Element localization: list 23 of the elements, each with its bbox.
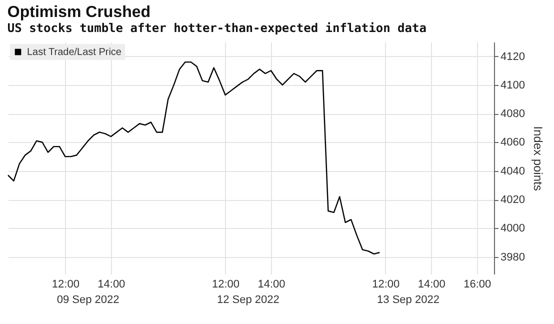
x-tick-label: 14:00 xyxy=(418,278,446,290)
y-tick-label: 4020 xyxy=(500,194,525,206)
text: 13 Sep 2022 xyxy=(377,294,440,306)
x-tick-label: 14:00 xyxy=(98,278,126,290)
y-tick-label: 4000 xyxy=(500,222,525,235)
y-tick-label: 4120 xyxy=(500,50,525,63)
y-tick-label: 3980 xyxy=(500,251,525,264)
x-tick-label: 12:00 xyxy=(372,278,400,290)
chart-title: Optimism Crushed xyxy=(7,4,151,21)
legend-label: Last Trade/Last Price xyxy=(27,47,122,58)
y-tick-label: 4060 xyxy=(500,136,525,149)
y-tick-label: 4040 xyxy=(500,165,525,178)
line-series xyxy=(7,61,380,255)
x-tick-label: 12:00 xyxy=(212,278,240,290)
text: 09 Sep 2022 xyxy=(56,294,120,306)
chart-subtitle: US stocks tumble after hotter-than-expected inflation data xyxy=(7,21,426,35)
y-axis-title: Index points xyxy=(530,126,545,191)
x-tick-label: 16:00 xyxy=(464,278,492,290)
y-tick-label: 4080 xyxy=(500,108,525,120)
text: 12 Sep 2022 xyxy=(216,294,280,306)
y-tick-label: 4100 xyxy=(500,79,525,92)
x-tick-label: 14:00 xyxy=(258,278,286,290)
x-tick-label: 12:00 xyxy=(52,278,80,290)
